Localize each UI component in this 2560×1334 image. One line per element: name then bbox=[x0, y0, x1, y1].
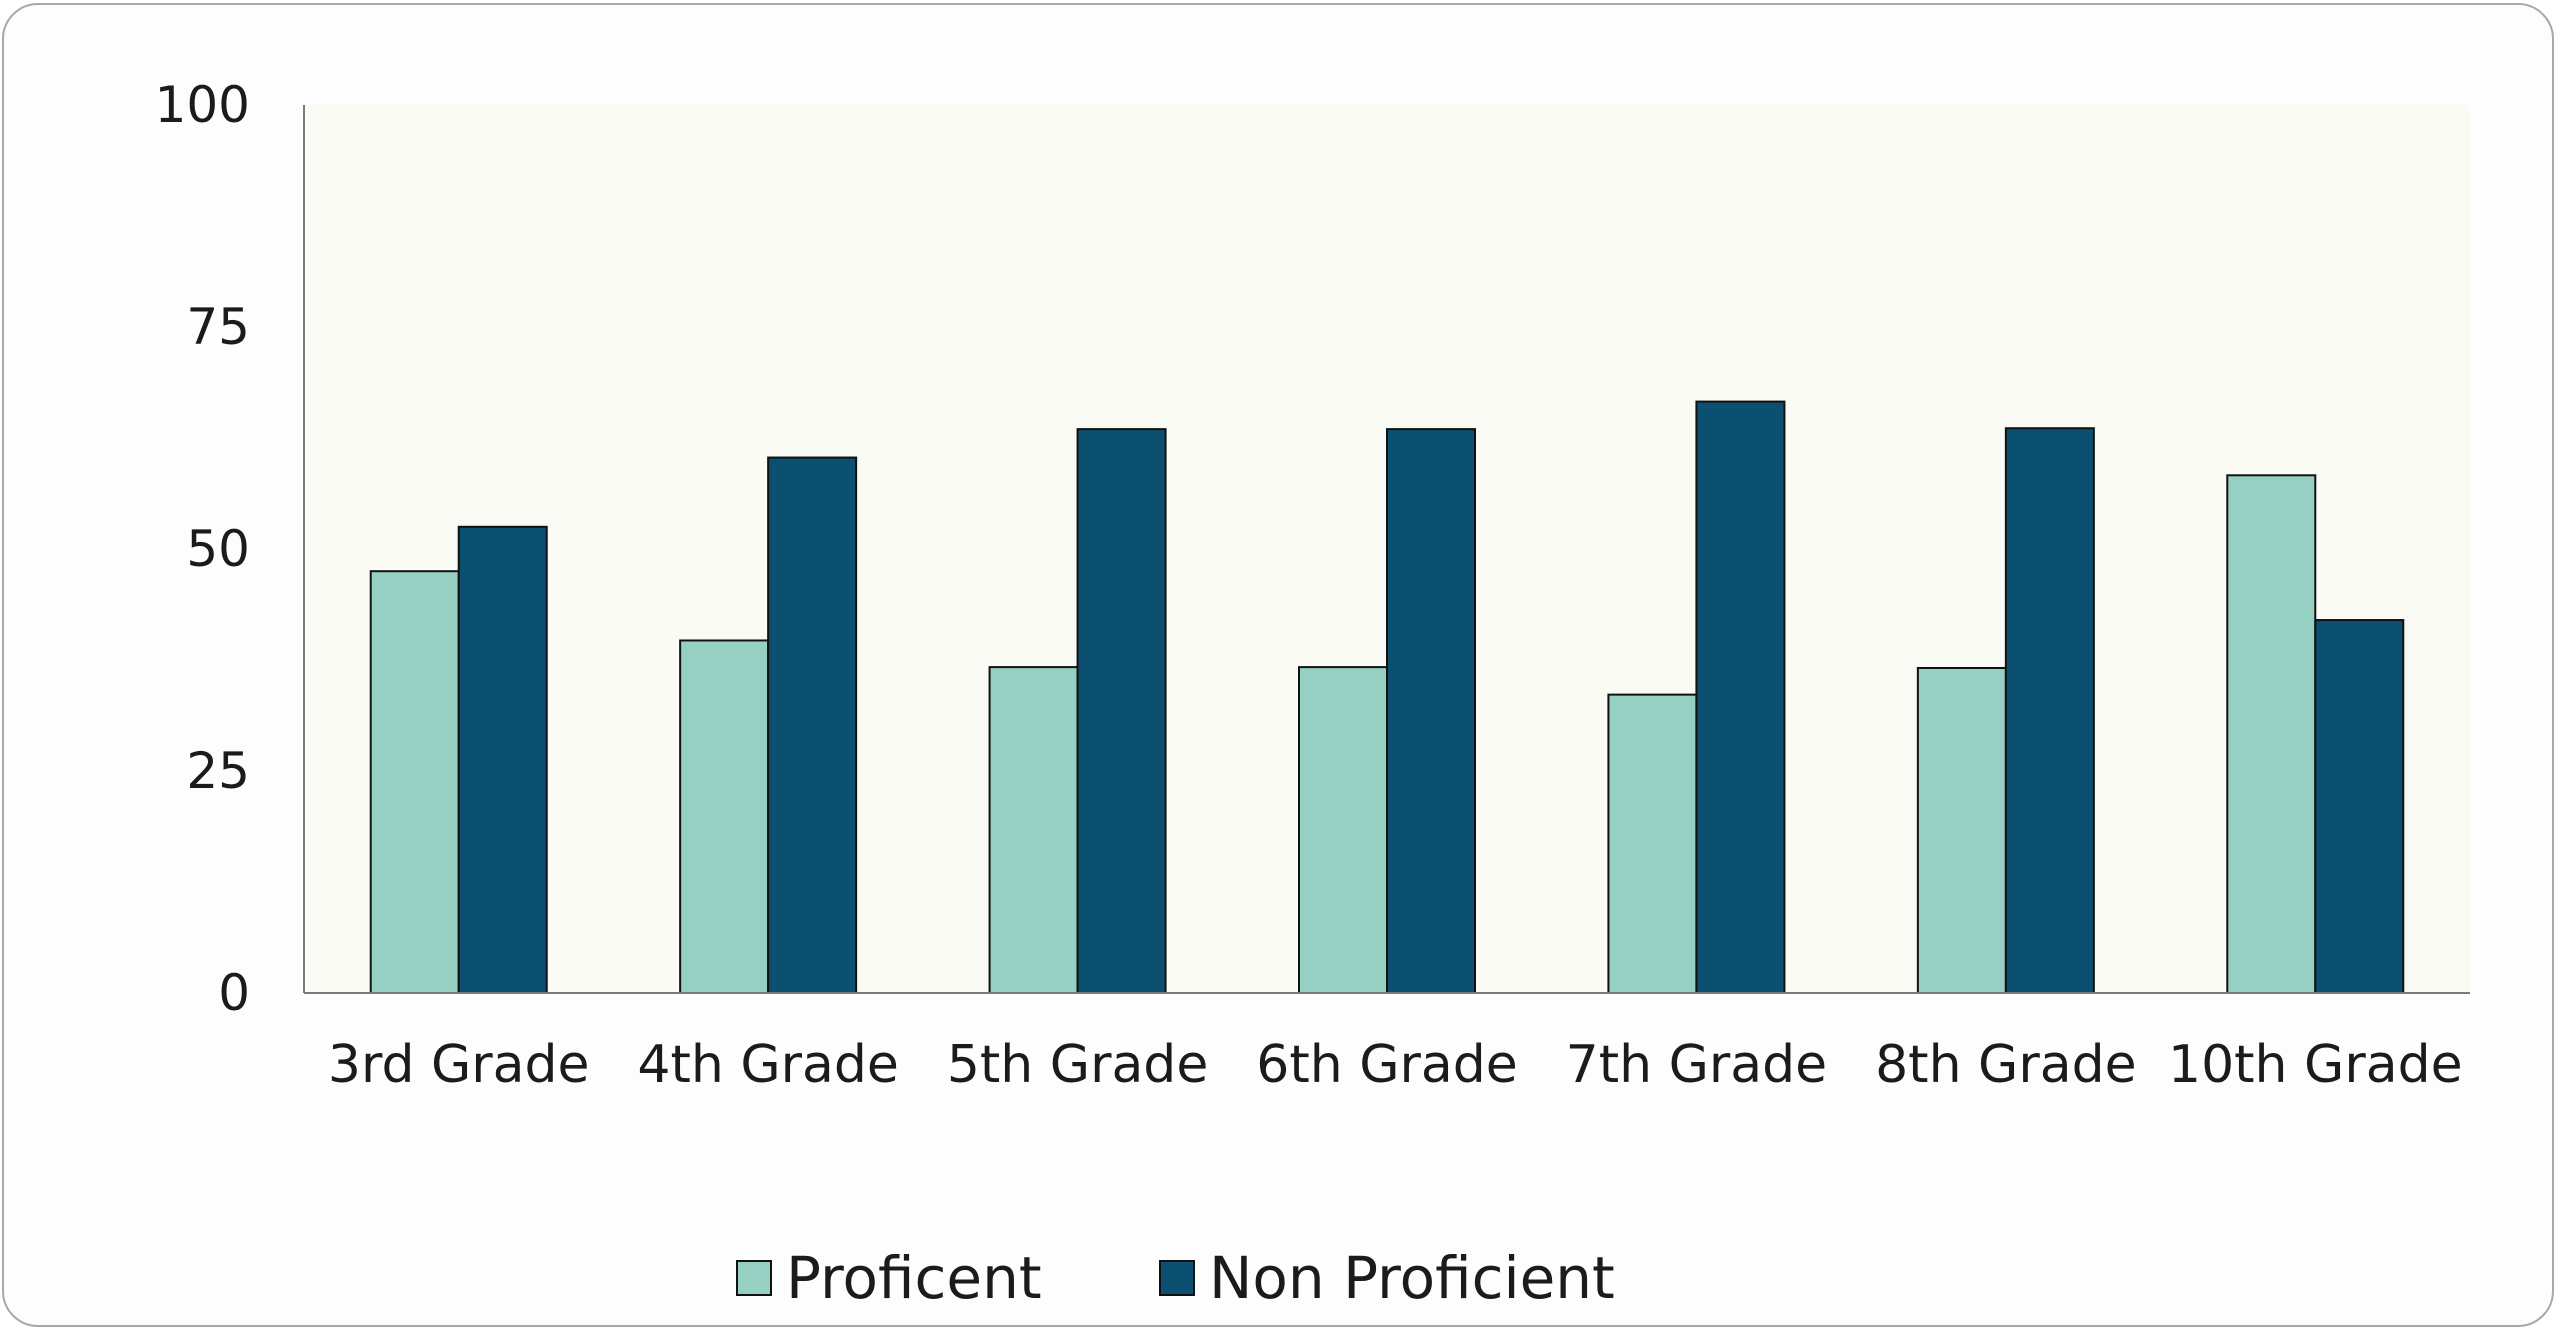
legend-label: Proficent bbox=[786, 1244, 1042, 1312]
legend-swatch bbox=[1159, 1260, 1195, 1296]
x-tick-label: 4th Grade bbox=[637, 1035, 899, 1095]
bar-proficient bbox=[1607, 693, 1698, 995]
y-tick-label: 25 bbox=[186, 742, 250, 800]
bar-non-proficient bbox=[1695, 400, 1786, 995]
x-tick-label: 7th Grade bbox=[1566, 1035, 1828, 1095]
bar-non-proficient bbox=[1386, 428, 1476, 994]
legend-swatch bbox=[736, 1260, 772, 1296]
y-tick-label: 75 bbox=[186, 298, 250, 356]
bar-proficient bbox=[2226, 474, 2317, 994]
bar-non-proficient bbox=[457, 525, 548, 994]
x-tick-label: 5th Grade bbox=[947, 1035, 1209, 1095]
x-tick-label: 6th Grade bbox=[1256, 1035, 1518, 1095]
bar-non-proficient bbox=[1076, 428, 1167, 994]
x-tick-labels: 3rd Grade 4th Grade 5th Grade 6th Grade 7th … bbox=[328, 1035, 2463, 1095]
x-tick-label: 3rd Grade bbox=[328, 1035, 590, 1095]
legend: Proficent Non Proficient bbox=[736, 1244, 1615, 1312]
y-tick-label: 100 bbox=[155, 76, 250, 134]
y-tick-labels: 0 25 50 75 100 bbox=[155, 76, 250, 1022]
legend-label: Non Proficient bbox=[1209, 1244, 1615, 1312]
bar-non-proficient bbox=[767, 456, 858, 994]
bar-proficient bbox=[1298, 666, 1388, 994]
bar-non-proficient bbox=[2314, 619, 2405, 994]
y-tick-label: 0 bbox=[218, 964, 250, 1022]
y-tick-label: 50 bbox=[186, 520, 250, 578]
bars-group bbox=[369, 400, 2405, 995]
x-tick-label: 10th Grade bbox=[2168, 1035, 2463, 1095]
bar-proficient bbox=[679, 639, 770, 994]
bar-proficient bbox=[369, 570, 460, 994]
bar-non-proficient bbox=[2004, 427, 2095, 994]
bar-proficient bbox=[1916, 666, 2007, 994]
x-tick-label: 8th Grade bbox=[1875, 1035, 2137, 1095]
bar-proficient bbox=[988, 666, 1079, 994]
